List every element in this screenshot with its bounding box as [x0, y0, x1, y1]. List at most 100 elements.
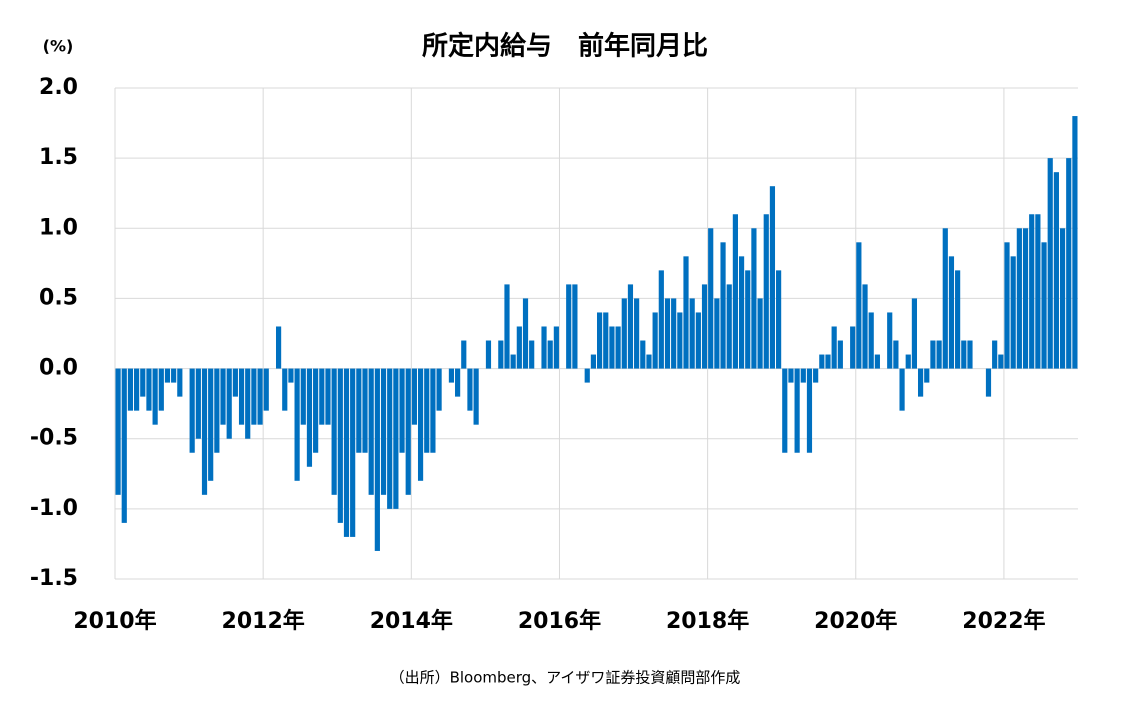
bar — [522, 298, 529, 369]
bar — [374, 368, 380, 551]
bar — [621, 298, 627, 369]
bar — [1047, 158, 1053, 369]
y-tick-label: 1.5 — [39, 145, 78, 170]
bar — [387, 368, 393, 509]
bar — [337, 368, 343, 523]
bar — [510, 354, 516, 369]
bar — [701, 284, 708, 369]
bar — [306, 368, 313, 467]
bar — [769, 186, 776, 369]
bar — [924, 368, 930, 383]
y-tick-label: -1.5 — [30, 566, 78, 591]
bar — [121, 368, 127, 523]
bar — [251, 368, 257, 425]
x-tick-label: 2010年 — [73, 608, 156, 634]
bar — [862, 284, 868, 369]
bar — [596, 312, 603, 369]
bar — [158, 368, 164, 411]
bar — [788, 368, 794, 383]
bar — [738, 256, 745, 369]
x-tick-label: 2020年 — [814, 608, 897, 634]
bar — [806, 368, 813, 453]
x-tick-label: 2016年 — [518, 608, 601, 634]
bar — [115, 368, 121, 495]
bar — [868, 312, 874, 369]
bar — [998, 354, 1004, 369]
bar — [294, 368, 300, 481]
bar — [695, 312, 701, 369]
bar — [368, 368, 374, 495]
bar — [498, 340, 504, 369]
bar — [615, 326, 621, 369]
bar — [541, 326, 547, 369]
bar — [819, 354, 825, 369]
bar — [732, 214, 738, 369]
bar — [831, 326, 837, 369]
bar — [238, 368, 245, 425]
source-note: （出所）Bloomberg、アイザワ証券投資顧問部作成 — [390, 669, 741, 687]
bar — [1053, 172, 1059, 369]
bar — [961, 340, 967, 369]
bar — [942, 228, 948, 369]
bar — [763, 214, 769, 369]
y-tick-label: -0.5 — [30, 426, 78, 451]
bar — [177, 368, 183, 397]
bar — [461, 340, 467, 369]
bar — [127, 368, 134, 411]
bar — [300, 368, 306, 425]
bar — [232, 368, 238, 397]
bar — [800, 368, 806, 383]
bar — [171, 368, 177, 383]
bar — [189, 368, 195, 453]
bar — [856, 242, 862, 369]
bar — [529, 340, 535, 369]
bar — [985, 368, 992, 397]
bar — [677, 312, 683, 369]
bar — [1072, 116, 1078, 369]
bar — [553, 326, 559, 369]
bar — [146, 368, 152, 411]
y-tick-label: -1.0 — [30, 496, 78, 521]
bar — [936, 340, 942, 369]
bar — [350, 368, 356, 537]
bar — [164, 368, 171, 383]
bar — [1066, 158, 1072, 369]
bar — [948, 256, 955, 369]
bar — [911, 298, 918, 369]
bar — [380, 368, 387, 495]
bar — [356, 368, 362, 453]
bar — [874, 354, 880, 369]
y-tick-label: 0.0 — [39, 356, 78, 381]
bar — [195, 368, 201, 439]
bar — [504, 284, 510, 369]
bar — [689, 298, 695, 369]
bar — [405, 368, 411, 495]
bar — [485, 340, 492, 369]
bar — [152, 368, 158, 425]
bar — [473, 368, 479, 425]
bar — [257, 368, 263, 425]
bar — [899, 368, 905, 411]
bar — [708, 228, 714, 369]
bar — [917, 368, 924, 397]
bar — [776, 270, 782, 369]
x-tick-label: 2014年 — [370, 608, 453, 634]
bar — [1059, 228, 1066, 369]
bar — [220, 368, 226, 425]
bar — [362, 368, 368, 453]
bar — [1016, 228, 1022, 369]
bar — [1010, 256, 1016, 369]
bar — [313, 368, 319, 453]
bar — [603, 312, 609, 369]
bar — [992, 340, 998, 369]
bar — [930, 340, 936, 369]
bar — [1022, 228, 1029, 369]
bar — [547, 340, 553, 369]
bar — [226, 368, 232, 439]
bar — [208, 368, 214, 481]
bar — [448, 368, 455, 383]
bar — [714, 298, 720, 369]
bar — [331, 368, 337, 495]
bar — [609, 326, 615, 369]
